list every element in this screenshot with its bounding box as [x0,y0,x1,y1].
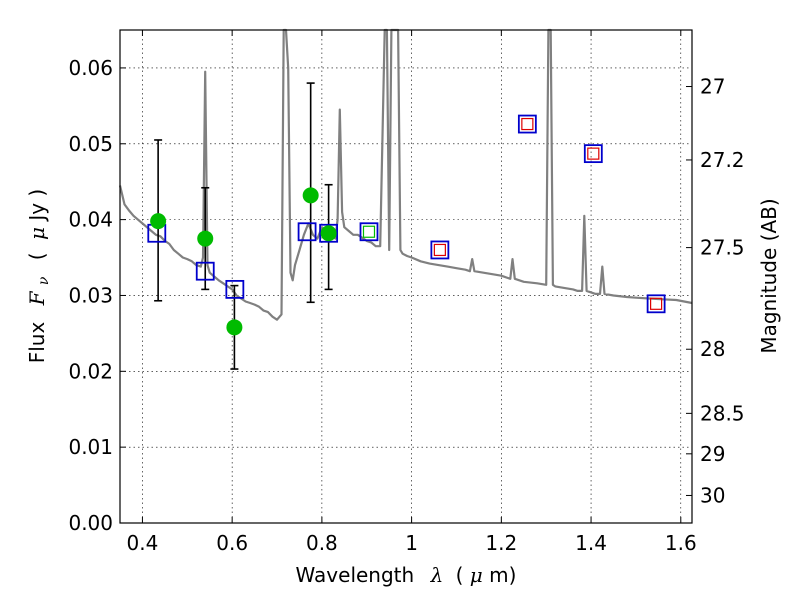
x-tick-label-5: 1.4 [575,531,607,555]
model-box-inner-7 [521,117,534,131]
y-axis-label: Flux F ν ( μ Jy ) [25,189,53,364]
model-spectrum-series [118,28,693,321]
y-tick-label-1: 0.01 [68,435,113,459]
x-tick-label-0: 0.4 [127,531,159,555]
observed-point-1 [197,230,214,247]
y-tick-label-0: 0.00 [68,511,113,535]
y2-tick-label-6: 30 [700,483,725,507]
y2-tick-label-1: 27.2 [700,148,745,172]
y2-axis-ticks: 27 27.2 27.5 28 28.5 29 30 [686,75,745,507]
y-tick-label-3: 0.03 [68,283,113,307]
model-box-3 [297,222,317,242]
errorbars [154,82,333,370]
observed-photometry-series [150,187,337,336]
observed-point-3 [302,187,319,204]
gridlines [120,30,692,524]
y2-tick-label-5: 29 [700,442,725,466]
y-axis-label-open: ( [25,252,49,260]
observed-point-4 [320,225,337,242]
model-box-8 [583,144,603,164]
y-tick-label-4: 0.04 [68,208,113,232]
x-tick-label-4: 1.2 [485,531,517,555]
x-axis-label-word: Wavelength [296,563,415,587]
model-box-7 [517,114,537,134]
model-box-inner-5 [362,225,376,238]
model-box-inner-8 [587,147,600,160]
x-tick-label-2: 0.8 [306,531,338,555]
y2-tick-label-0: 27 [700,75,725,99]
y2-tick-label-4: 28.5 [700,401,745,425]
model-box-6 [430,240,450,260]
y-axis-label-word: Flux [25,322,49,364]
model-box-9 [646,294,666,314]
model-photometry-series [147,114,666,314]
x-axis-label: Wavelength λ ( μ m) [296,563,517,587]
x-tick-label-6: 1.6 [665,531,697,555]
y2-tick-label-3: 28 [700,337,725,361]
observed-point-2 [226,319,243,336]
y2-tick-label-2: 27.5 [700,236,745,260]
plot-frame [119,29,693,524]
model-box-inner-9 [650,297,663,310]
y2-axis-label: Magnitude (AB) [757,198,781,353]
x-axis-label-unit: m) [489,563,516,587]
y-axis-label-mu: μ [25,227,49,240]
model-box-2 [225,279,245,299]
x-tick-label-3: 1 [405,531,418,555]
y-axis-label-symbol: F [25,290,49,306]
model-spectrum-line [118,28,693,321]
model-box-1 [195,261,215,281]
x-axis-label-mu: μ [470,563,483,587]
x-axis-ticks: 0.4 0.6 0.8 1 1.2 1.4 1.6 [127,30,697,555]
x-axis-label-symbol: λ [430,563,444,587]
y-tick-label-6: 0.06 [68,56,113,80]
model-box-5 [359,222,379,242]
x-axis-label-open: ( [456,563,464,587]
observed-point-0 [150,213,167,230]
model-box-4 [319,223,339,243]
y-axis-ticks: 0.00 0.01 0.02 0.03 0.04 0.05 0.06 [68,56,126,535]
y-axis-label-unit: Jy ) [25,189,49,223]
y-axis-label-subscript: ν [36,276,52,285]
y-tick-label-2: 0.02 [68,359,113,383]
y-tick-label-5: 0.05 [68,132,113,156]
model-box-inner-6 [433,243,446,257]
x-tick-label-1: 0.6 [216,531,248,555]
